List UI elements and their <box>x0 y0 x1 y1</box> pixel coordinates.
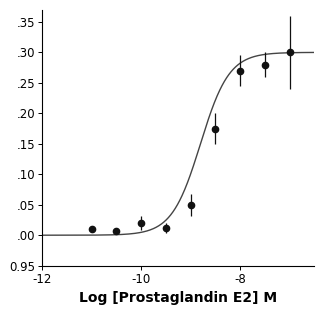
X-axis label: Log [Prostaglandin E2] M: Log [Prostaglandin E2] M <box>79 291 277 305</box>
